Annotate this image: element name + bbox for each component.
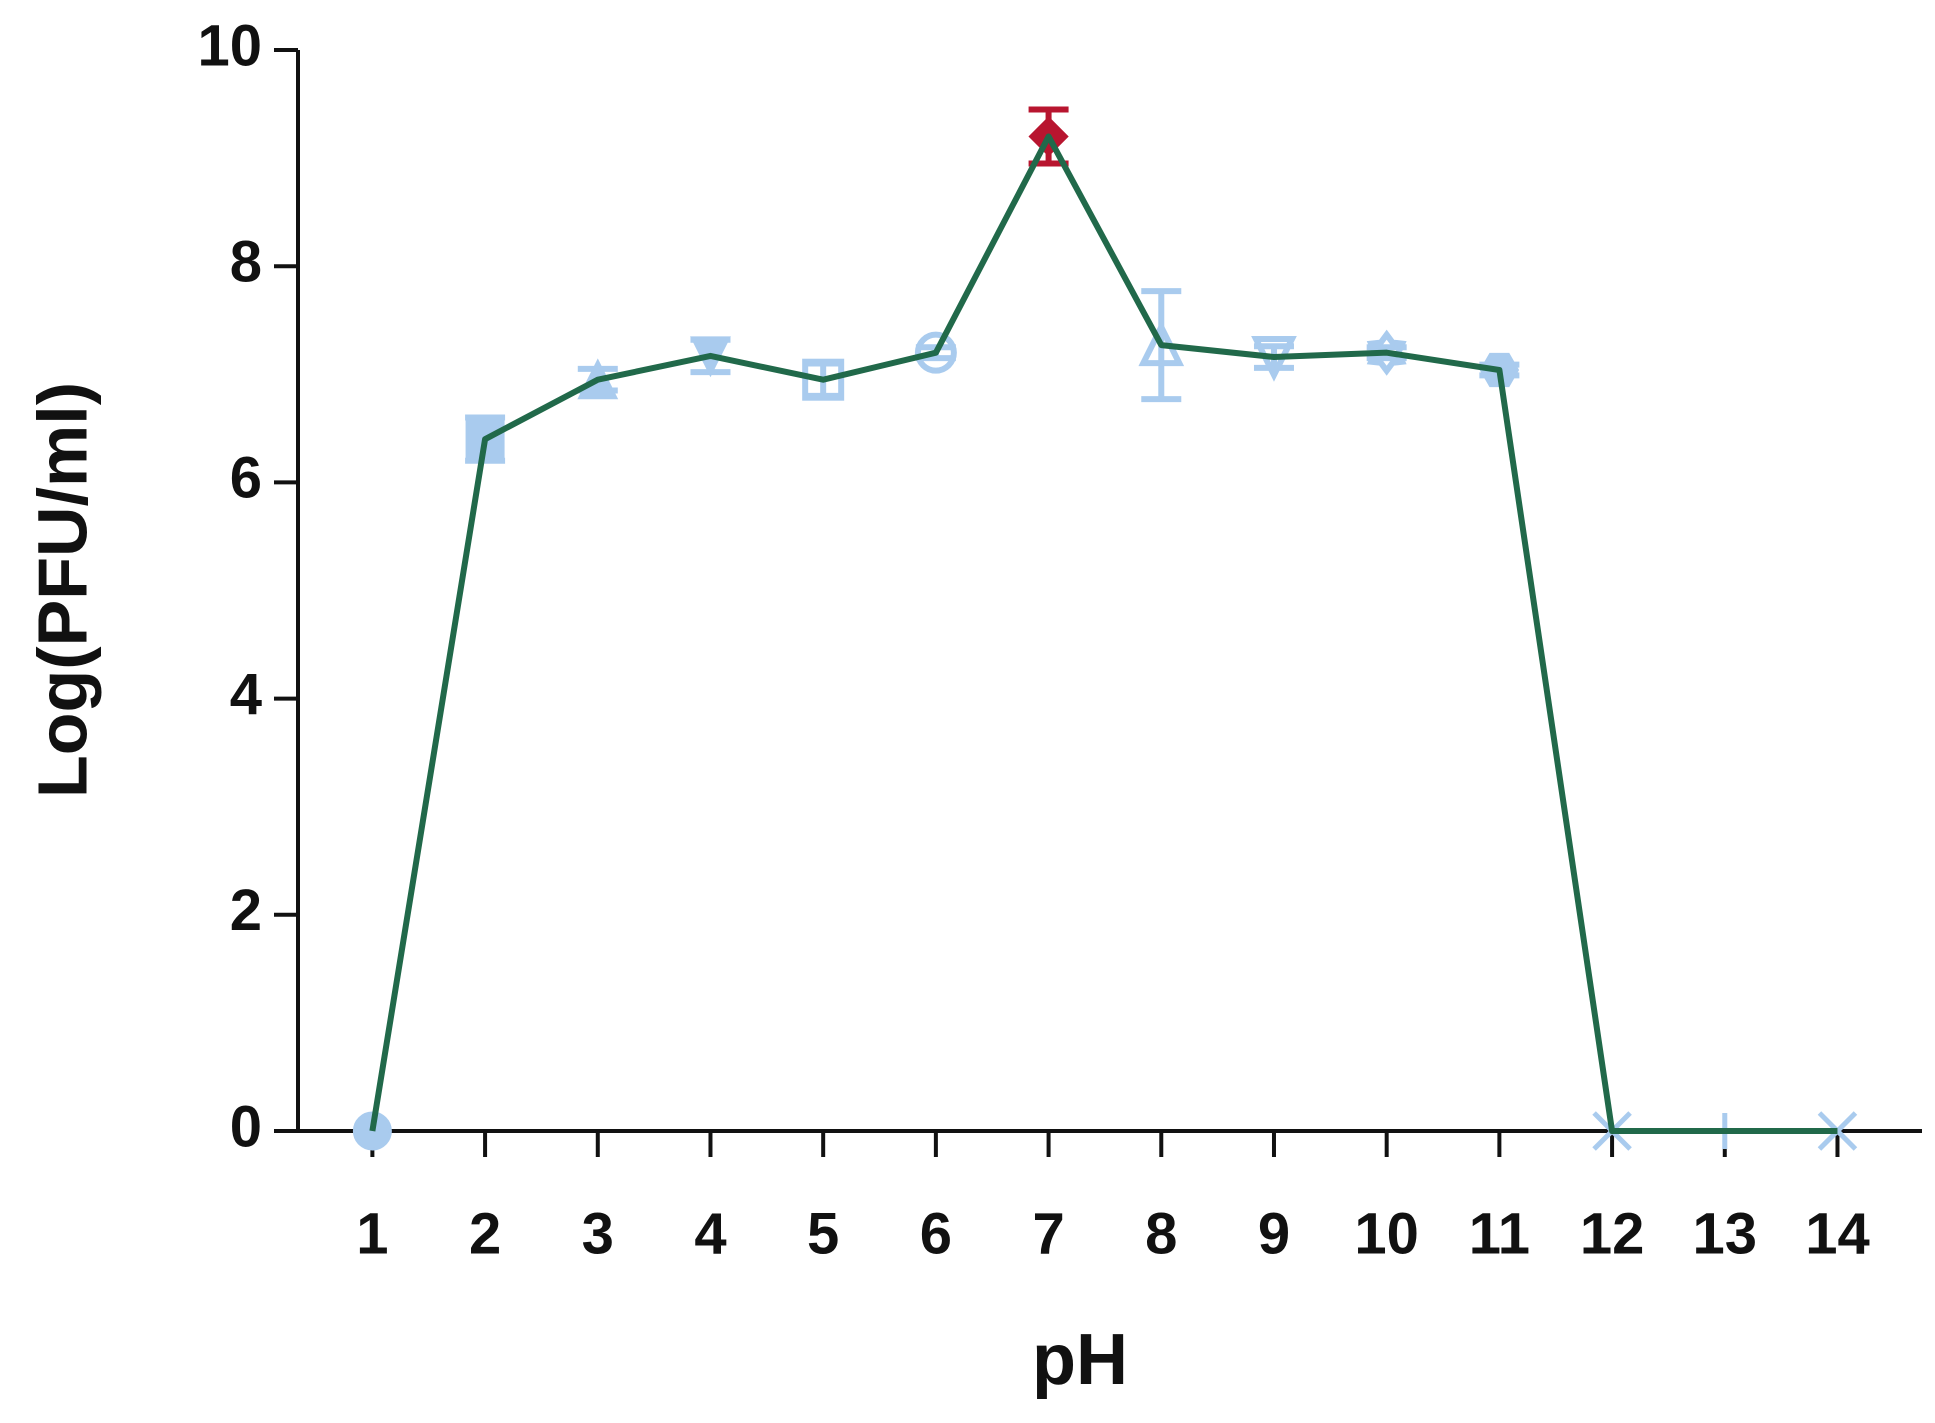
x-tick-label: 4 bbox=[694, 1201, 726, 1266]
y-tick-label: 10 bbox=[197, 13, 262, 78]
x-tick-label: 13 bbox=[1693, 1201, 1758, 1266]
y-axis-label: Log(PFU/ml) bbox=[23, 382, 101, 798]
y-tick-label: 2 bbox=[230, 878, 262, 943]
marker bbox=[1817, 1111, 1858, 1151]
x-tick-label: 7 bbox=[1032, 1201, 1064, 1266]
x-tick-label: 14 bbox=[1805, 1201, 1870, 1266]
x-tick-label: 12 bbox=[1580, 1201, 1645, 1266]
x-tick-label: 3 bbox=[582, 1201, 614, 1266]
y-tick-label: 6 bbox=[230, 446, 262, 511]
x-tick-label: 10 bbox=[1354, 1201, 1419, 1266]
y-tick-label: 8 bbox=[230, 230, 262, 295]
x-axis-label: pH bbox=[1032, 1320, 1128, 1400]
x-tick-label: 6 bbox=[920, 1201, 952, 1266]
x-tick-label: 9 bbox=[1258, 1201, 1290, 1266]
x-tick-label: 5 bbox=[807, 1201, 839, 1266]
x-tick-label: 11 bbox=[1469, 1201, 1530, 1266]
x-tick-label: 8 bbox=[1145, 1201, 1177, 1266]
marker bbox=[1366, 329, 1407, 376]
x-tick-label: 2 bbox=[469, 1201, 501, 1266]
line bbox=[369, 133, 1838, 1134]
marker bbox=[914, 331, 957, 374]
y-tick-label: 0 bbox=[230, 1094, 262, 1159]
x-tick-label: 1 bbox=[356, 1201, 388, 1266]
y-tick-label: 4 bbox=[230, 662, 262, 727]
marker bbox=[802, 358, 845, 401]
